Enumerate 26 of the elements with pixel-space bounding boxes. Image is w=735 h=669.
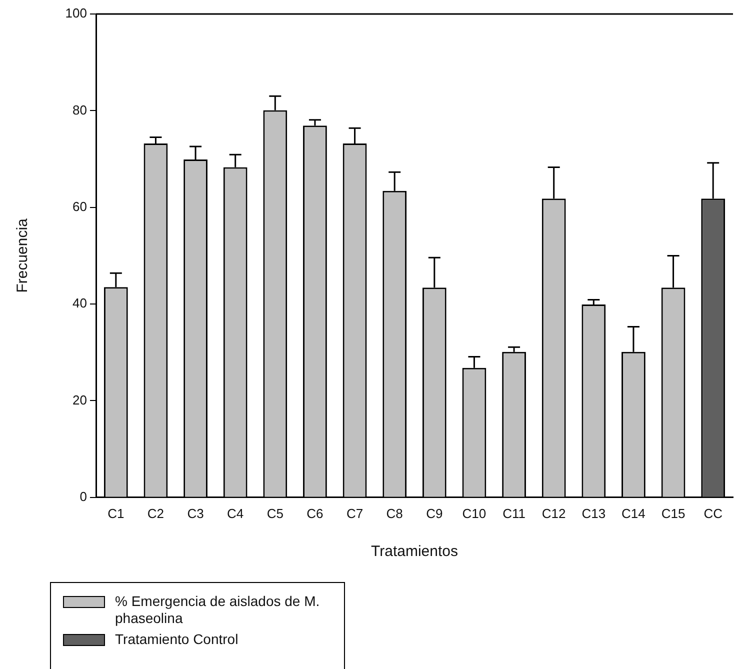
x-tick-label: C10 (462, 506, 486, 521)
x-tick-label: C15 (661, 506, 686, 521)
x-tick-label: C14 (622, 506, 646, 521)
x-tick-label: CC (704, 506, 722, 521)
legend-label: % Emergencia de aislados de M. phaseolina (115, 593, 321, 627)
y-tick-label: 80 (72, 102, 87, 118)
y-axis-title: Frecuencia (14, 218, 32, 293)
y-tick-label: 40 (72, 296, 87, 311)
legend-label: Tratamiento Control (115, 631, 238, 648)
x-tick-label: C9 (426, 506, 443, 521)
x-tick-label: C3 (187, 506, 204, 521)
y-tick-label: 100 (65, 6, 87, 21)
x-tick-label: C13 (582, 506, 606, 521)
x-tick-label: C2 (147, 506, 164, 521)
x-tick-label: C5 (266, 506, 284, 521)
x-tick-label: C6 (306, 506, 324, 521)
y-tick-label: 0 (80, 488, 87, 504)
y-tick-label: 20 (72, 392, 87, 408)
x-axis-title: Tratamientos (371, 543, 458, 560)
x-tick-label: C8 (386, 506, 403, 521)
x-tick-label: C11 (502, 506, 526, 521)
x-tick-label: C12 (542, 506, 566, 521)
y-tick-label: 60 (72, 198, 87, 214)
x-tick-label: C1 (108, 506, 124, 521)
x-tick-label: C7 (346, 506, 364, 521)
x-tick-label: C4 (227, 506, 244, 521)
